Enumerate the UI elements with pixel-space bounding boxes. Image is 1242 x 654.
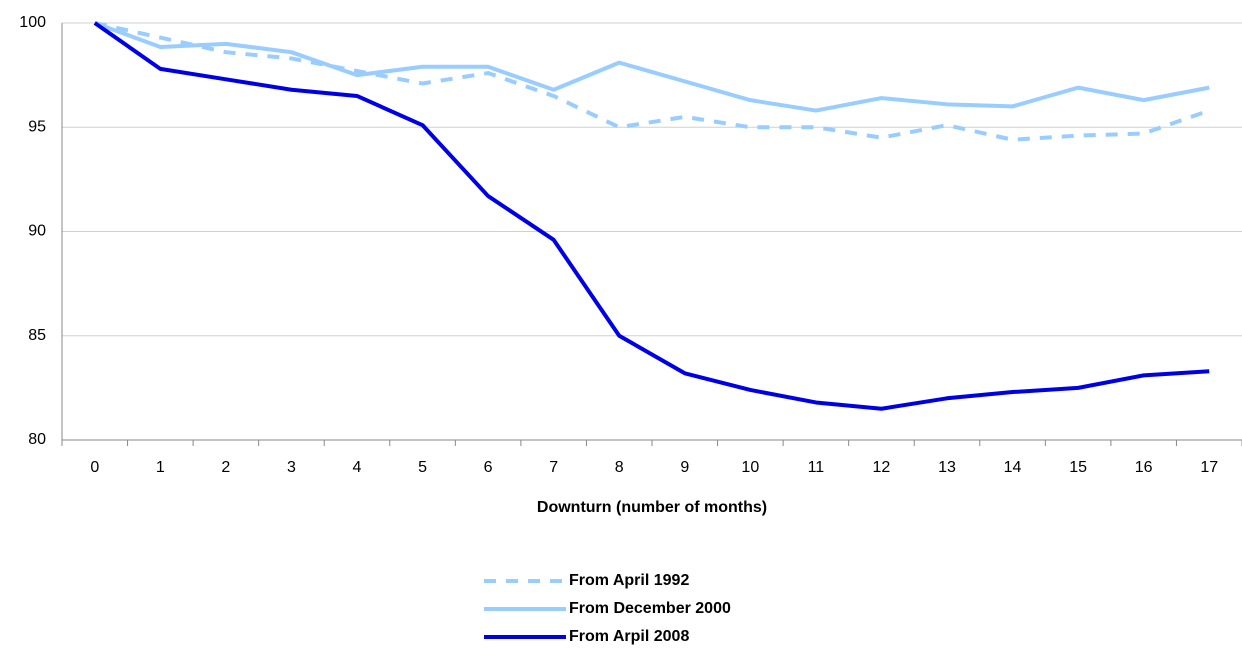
x-tick-label: 4 bbox=[353, 459, 362, 476]
x-tick-label: 11 bbox=[808, 459, 825, 476]
x-tick-label: 12 bbox=[873, 459, 891, 476]
x-tick-label: 0 bbox=[90, 459, 99, 476]
x-tick-label: 1 bbox=[156, 459, 165, 476]
y-tick-label: 100 bbox=[19, 14, 46, 31]
x-tick-label: 16 bbox=[1135, 459, 1153, 476]
x-tick-label: 14 bbox=[1004, 459, 1022, 476]
x-tick-label: 8 bbox=[615, 459, 624, 476]
series-line bbox=[93, 21, 1210, 411]
x-tick-label: 17 bbox=[1200, 459, 1218, 476]
x-tick-label: 7 bbox=[549, 459, 558, 476]
x-tick-label: 15 bbox=[1069, 459, 1087, 476]
y-tick-label: 85 bbox=[28, 327, 46, 344]
x-tick-label: 10 bbox=[741, 459, 759, 476]
series-line bbox=[94, 21, 1210, 113]
x-tick-label: 9 bbox=[680, 459, 689, 476]
x-tick-label: 3 bbox=[287, 459, 296, 476]
x-axis-title: Downturn (number of months) bbox=[537, 499, 767, 516]
legend-label: From April 1992 bbox=[569, 572, 689, 589]
legend-label: From Arpil 2008 bbox=[569, 628, 689, 645]
y-tick-label: 90 bbox=[28, 223, 46, 240]
x-tick-label: 6 bbox=[484, 459, 493, 476]
x-tick-label: 13 bbox=[938, 459, 956, 476]
legend-label: From December 2000 bbox=[569, 600, 731, 617]
y-tick-label: 80 bbox=[28, 431, 46, 448]
y-tick-label: 95 bbox=[28, 118, 46, 135]
x-tick-label: 5 bbox=[418, 459, 427, 476]
series-line bbox=[94, 21, 1210, 142]
x-tick-label: 2 bbox=[221, 459, 230, 476]
